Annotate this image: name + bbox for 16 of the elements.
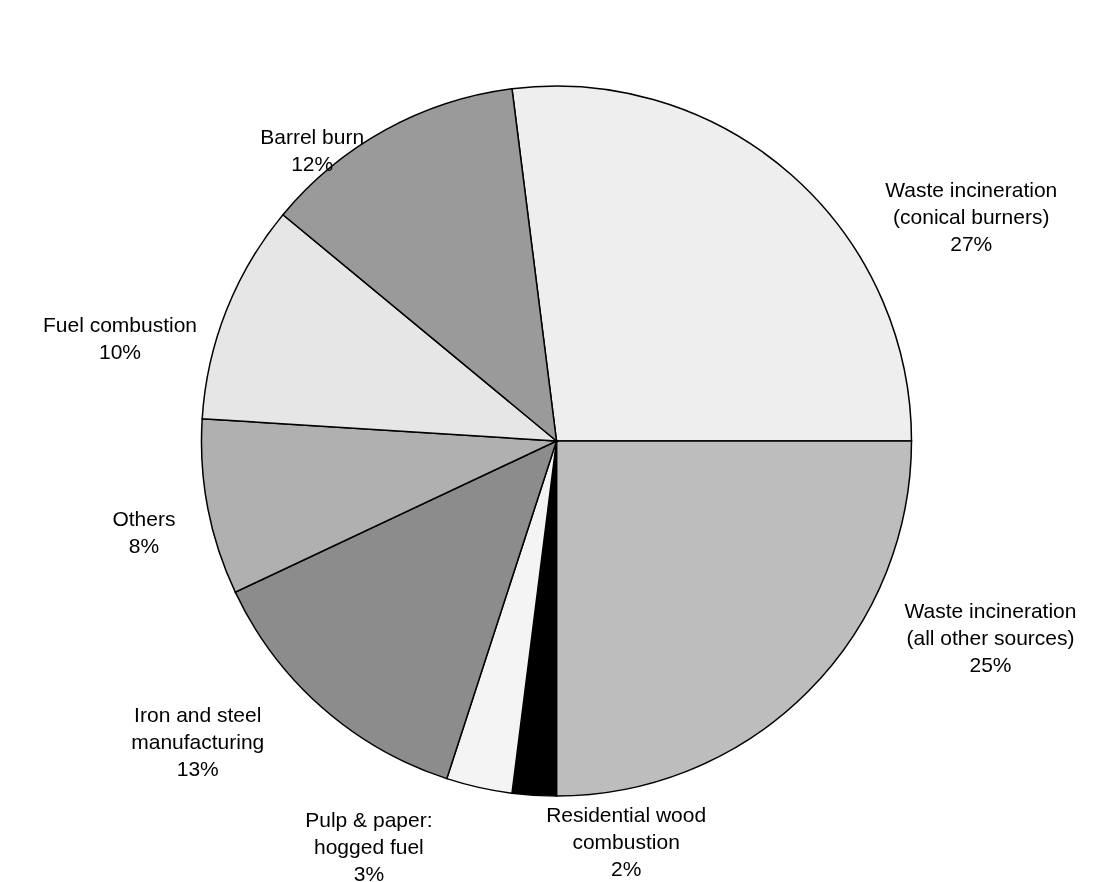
slice-label: Others [112,506,176,530]
data-label: 12% [291,151,334,175]
slice-label: Iron and steel manufacturing [131,703,265,754]
data-label: 10% [98,340,142,364]
data-label: 8% [128,533,160,557]
slice-label: Pulp & paper: hogged fuel [305,807,433,858]
slice-label: Fuel combustion [42,313,198,337]
slice-label: Waste incineration (all other sources) [904,598,1077,649]
data-label: 25% [969,652,1012,676]
slice-label: Waste incineration (conical burners) [885,177,1058,228]
slice-label: Residential wood combustion [546,803,707,854]
data-label: 2% [610,857,642,881]
slice-label: Barrel burn [260,124,365,148]
data-label: 3% [353,861,385,882]
data-label: 13% [176,757,219,781]
data-label: 27% [950,231,993,255]
